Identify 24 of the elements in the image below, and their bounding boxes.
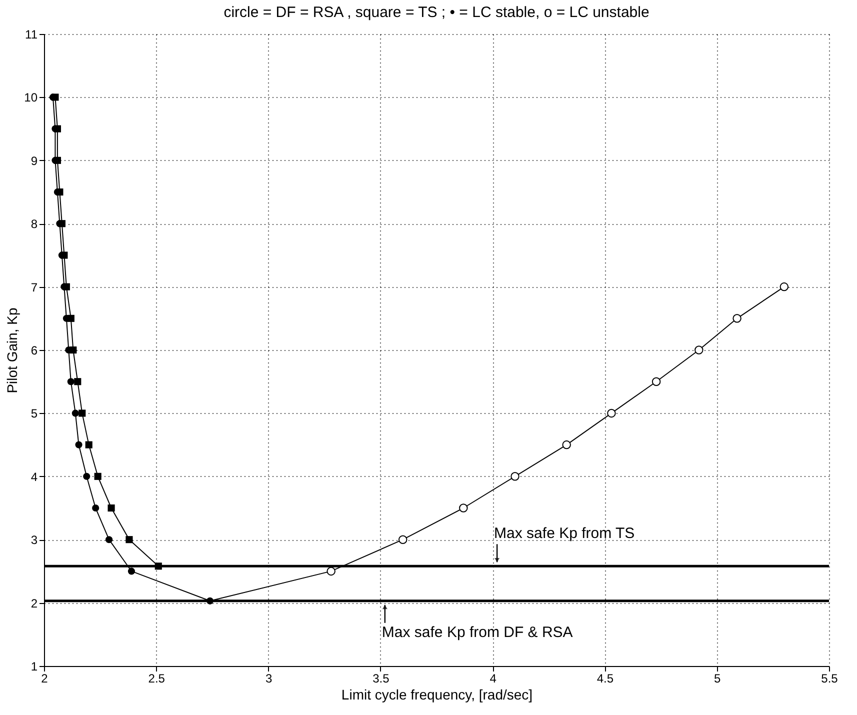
x-axis-title: Limit cycle frequency, [rad/sec]	[341, 686, 533, 702]
y-tick-label: 8	[30, 217, 38, 232]
annotation: Max safe Kp from TS	[494, 525, 635, 542]
y-tick-label: 3	[30, 533, 38, 548]
y-tick-label: 7	[30, 280, 38, 294]
x-tick-label: 4	[490, 672, 497, 686]
y-tick-label: 2	[30, 596, 38, 610]
x-tick-label: 5.5	[821, 672, 838, 686]
y-tick-label: 1	[30, 660, 38, 674]
x-tick-label: 4.5	[596, 672, 614, 686]
x-tick-label: 5	[714, 672, 722, 686]
x-tick-label: 3.5	[372, 672, 390, 686]
y-tick-label: 5	[30, 406, 38, 421]
y-tick-label: 11	[25, 28, 38, 42]
chart-title: circle = DF = RSA , square = TS ; • = LC stable, o = LC unstable	[224, 4, 650, 21]
x-tick-label: 3	[265, 672, 272, 686]
y-tick-label: 9	[30, 154, 38, 168]
y-axis-title: Pilot Gain, Kp	[4, 307, 20, 394]
x-tick-label: 2	[41, 672, 48, 686]
y-tick-label: 10	[24, 90, 38, 105]
y-tick-label: 4	[30, 470, 38, 484]
x-tick-label: 2.5	[148, 672, 166, 686]
annotation: Max safe Kp from DF & RSA	[382, 624, 573, 641]
y-tick-label: 6	[30, 344, 38, 358]
